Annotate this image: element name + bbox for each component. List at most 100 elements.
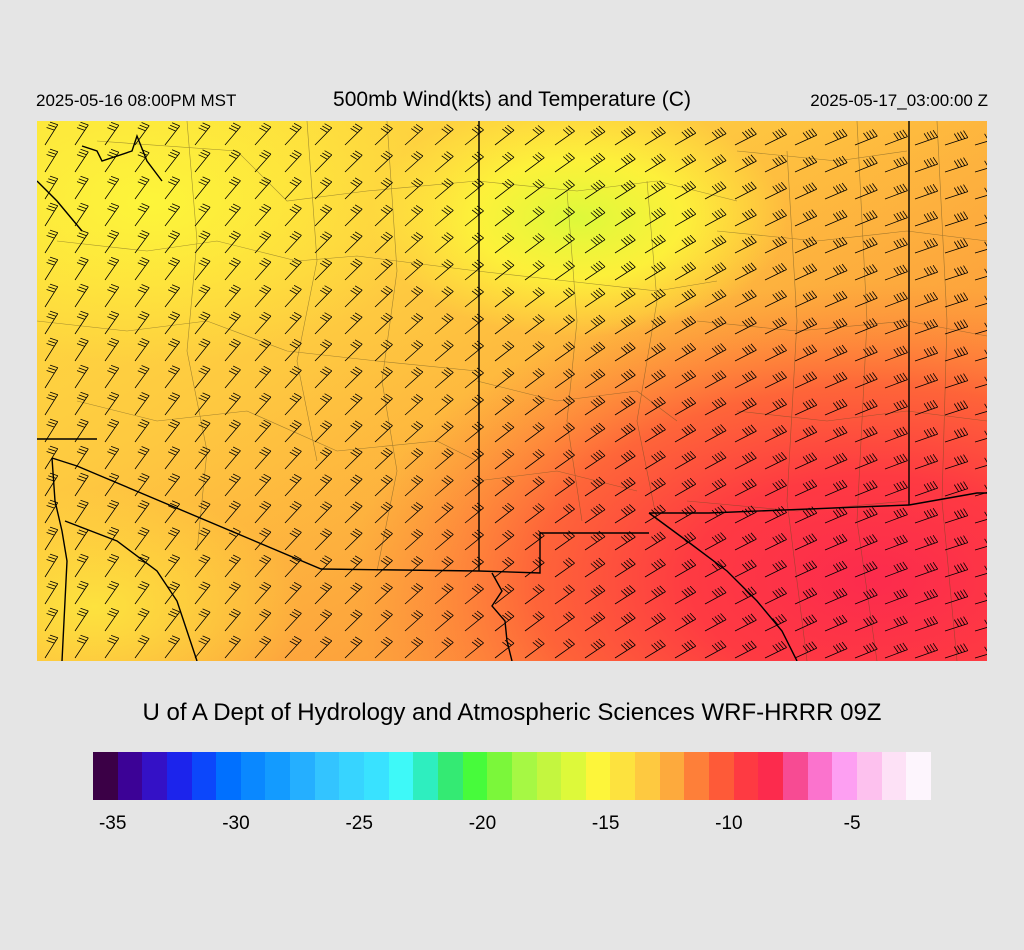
model-credit: U of A Dept of Hydrology and Atmospheric… bbox=[142, 699, 882, 726]
wind-barb bbox=[74, 418, 89, 443]
wind-barb bbox=[764, 289, 787, 308]
wind-barb bbox=[584, 584, 606, 605]
wind-barb bbox=[344, 447, 363, 470]
colorbar-swatch bbox=[487, 752, 512, 800]
wind-barb bbox=[644, 450, 666, 470]
wind-barb bbox=[374, 609, 393, 632]
wind-barb bbox=[914, 507, 939, 524]
wind-barb bbox=[194, 446, 211, 470]
wind-barb bbox=[134, 446, 150, 470]
wind-barb bbox=[134, 554, 150, 578]
wind-barb bbox=[164, 419, 181, 443]
wind-barb bbox=[674, 396, 697, 416]
wind-barb bbox=[704, 262, 727, 281]
colorbar-swatch bbox=[807, 752, 833, 800]
wind-barb bbox=[644, 558, 666, 578]
wind-barb bbox=[134, 230, 150, 254]
wind-barb bbox=[284, 204, 302, 227]
wind-barb bbox=[104, 365, 120, 389]
wind-barb bbox=[974, 538, 987, 551]
colorbar-swatch bbox=[511, 752, 537, 800]
wind-barb bbox=[854, 561, 878, 578]
colorbar-swatch bbox=[216, 752, 241, 800]
wind-barb bbox=[524, 206, 545, 227]
wind-barb bbox=[764, 397, 787, 416]
wind-barb bbox=[944, 292, 969, 308]
wind-barb bbox=[554, 152, 575, 173]
wind-barb bbox=[824, 236, 848, 254]
wind-barb bbox=[254, 284, 272, 308]
wind-barb bbox=[404, 124, 424, 146]
wind-barb bbox=[104, 122, 120, 146]
wind-barb bbox=[914, 183, 939, 200]
wind-barb bbox=[644, 342, 666, 362]
wind-barb bbox=[644, 612, 666, 632]
wind-barb bbox=[194, 311, 211, 335]
colorbar-swatch bbox=[561, 752, 586, 800]
wind-barb bbox=[194, 419, 211, 443]
wind-barb bbox=[944, 157, 969, 173]
wind-barb bbox=[884, 237, 908, 254]
wind-barb bbox=[404, 232, 424, 254]
wind-barb bbox=[284, 636, 302, 659]
wind-barb bbox=[674, 531, 697, 551]
wind-barb bbox=[44, 526, 59, 551]
colorbar-swatch bbox=[413, 752, 438, 800]
wind-barb bbox=[374, 501, 393, 524]
wind-barb bbox=[974, 646, 987, 659]
wind-barb bbox=[284, 582, 302, 605]
wind-barb bbox=[74, 310, 89, 335]
wind-barb bbox=[44, 553, 59, 578]
wind-barb bbox=[224, 392, 241, 416]
wind-barb bbox=[74, 121, 89, 146]
wind-barb bbox=[974, 268, 987, 281]
wind-barb bbox=[584, 449, 606, 470]
wind-barb bbox=[764, 424, 787, 443]
wind-barb bbox=[704, 559, 727, 578]
wind-barb bbox=[164, 122, 181, 146]
wind-barb bbox=[704, 343, 727, 362]
wind-barb bbox=[104, 635, 120, 659]
wind-barb bbox=[374, 204, 393, 227]
wind-barb bbox=[434, 475, 454, 497]
wind-barb bbox=[74, 283, 89, 308]
wind-barb bbox=[614, 369, 636, 389]
wind-barb bbox=[734, 370, 757, 389]
wind-barb bbox=[164, 608, 181, 632]
wind-barb bbox=[344, 258, 363, 281]
wind-barb bbox=[734, 478, 757, 497]
wind-barb bbox=[74, 553, 89, 578]
wind-barb bbox=[494, 205, 515, 227]
wind-barb bbox=[224, 203, 241, 227]
wind-barb bbox=[944, 346, 969, 362]
wind-barb bbox=[194, 203, 211, 227]
wind-barb bbox=[884, 210, 908, 227]
wind-barb bbox=[944, 130, 969, 146]
wind-barb bbox=[584, 314, 606, 335]
wind-barb bbox=[914, 372, 939, 389]
wind-barb bbox=[464, 367, 484, 389]
colorbar-swatch bbox=[462, 752, 488, 800]
wind-barb bbox=[44, 202, 59, 227]
wind-barb bbox=[494, 556, 515, 578]
wind-barb bbox=[134, 284, 150, 308]
wind-barb bbox=[104, 554, 120, 578]
wind-barb bbox=[494, 340, 515, 362]
colorbar-tick-label: -35 bbox=[98, 813, 127, 834]
wind-barb bbox=[854, 480, 878, 497]
wind-barb bbox=[764, 127, 787, 146]
colorbar-tick-label: -25 bbox=[345, 813, 373, 834]
wind-barb bbox=[854, 183, 878, 200]
wind-barb bbox=[134, 635, 150, 659]
wind-barb bbox=[224, 149, 241, 173]
wind-barb bbox=[434, 259, 454, 281]
wind-barb bbox=[314, 366, 333, 389]
wind-barb bbox=[194, 230, 211, 254]
wind-barb bbox=[974, 511, 987, 524]
wind-barb bbox=[74, 364, 89, 389]
wind-barb bbox=[404, 151, 424, 173]
wind-barb bbox=[674, 180, 697, 200]
wind-barb bbox=[704, 532, 727, 551]
wind-barb bbox=[464, 178, 484, 200]
wind-barb bbox=[704, 289, 727, 308]
